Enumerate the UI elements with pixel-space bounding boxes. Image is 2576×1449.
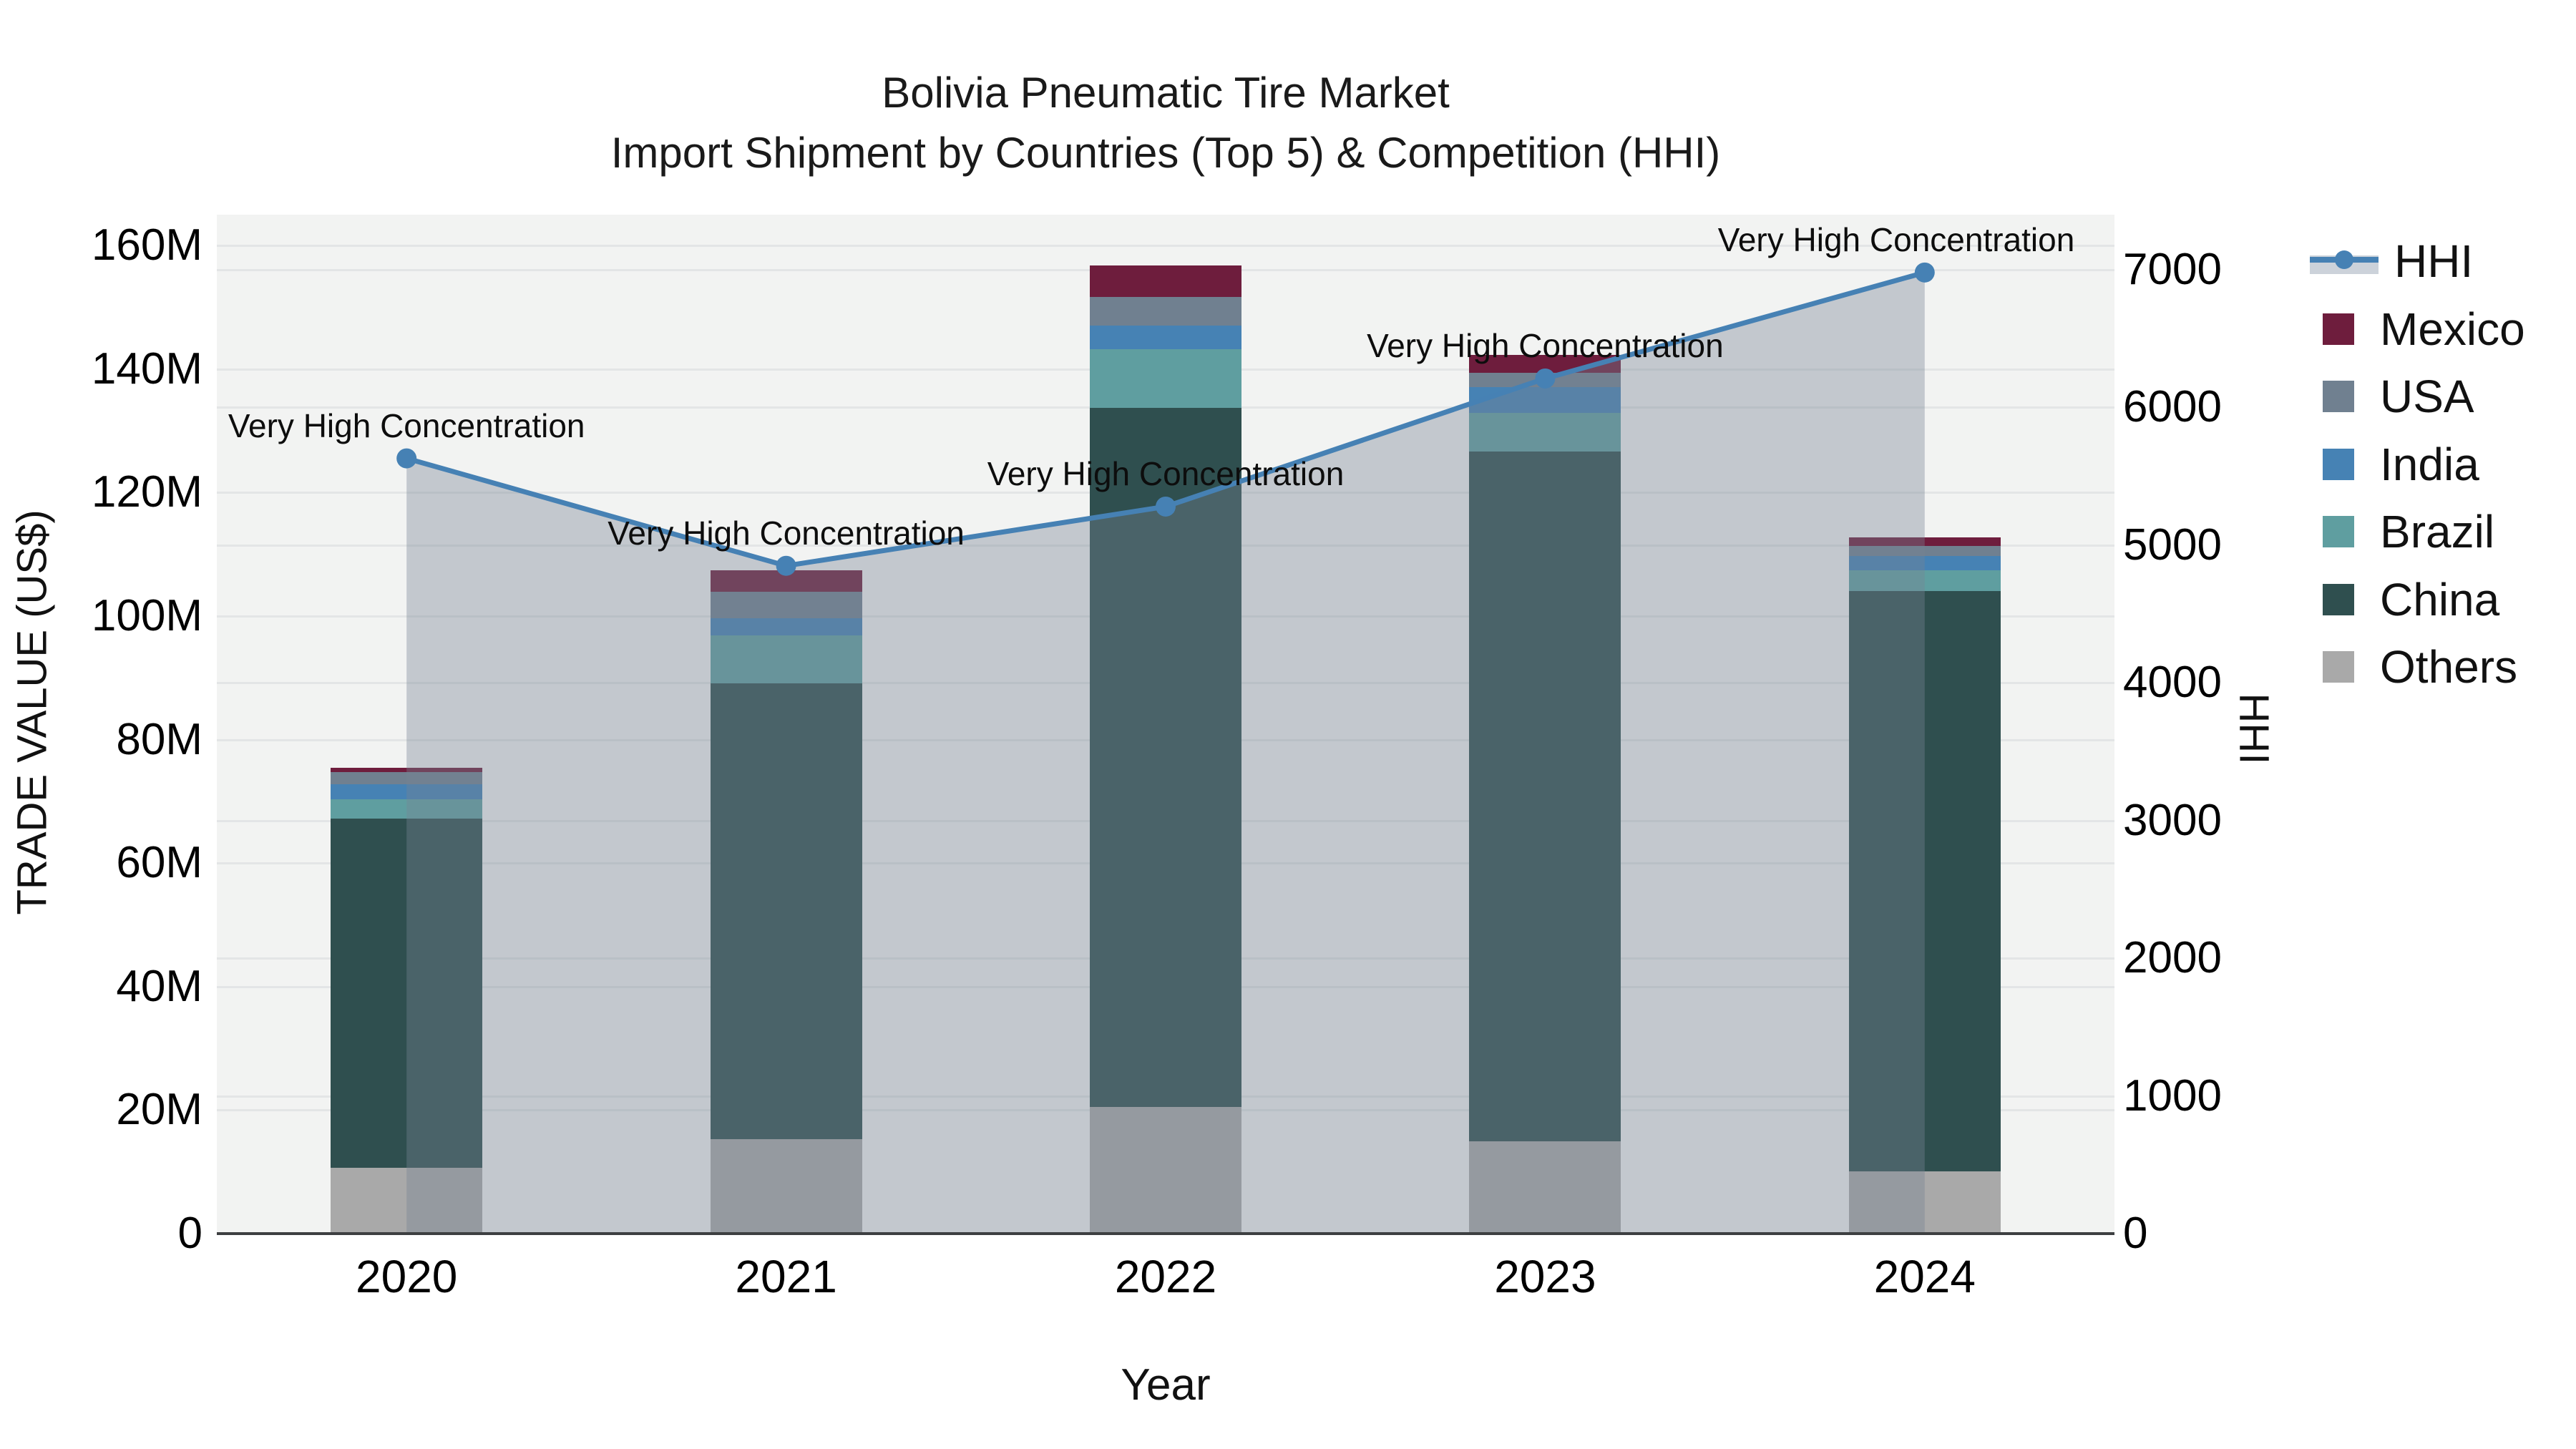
annotation-2023: Very High Concentration (1367, 326, 1724, 364)
bar-2022-china (1090, 408, 1241, 1108)
legend-item-usa: USA (2310, 371, 2474, 421)
hhi-marker-2020 (396, 448, 417, 469)
legend-label-usa: USA (2380, 371, 2474, 422)
y-left-tick-0: 0 (177, 1209, 203, 1258)
y-left-tick-60M: 60M (116, 838, 203, 888)
bar-2022-usa (1090, 296, 1241, 326)
y-left-tick-120M: 120M (91, 467, 203, 517)
y-right-tick-2000: 2000 (2123, 933, 2222, 983)
y-left-tick-80M: 80M (116, 714, 203, 764)
x-axis-title: Year (1121, 1360, 1211, 1410)
bar-2024-usa (1848, 546, 2001, 557)
y-right-tick-6000: 6000 (2123, 382, 2222, 432)
y-left-tick-140M: 140M (91, 343, 203, 394)
y-axis-title-right: HHI (2230, 693, 2278, 765)
bar-2020-others (331, 1167, 483, 1234)
hhi-marker-2023 (1535, 368, 1556, 389)
y-right-tick-3000: 3000 (2123, 795, 2222, 845)
legend-label-india: India (2380, 438, 2479, 490)
legend-swatch-brazil (2323, 516, 2354, 547)
bar-2022-mexico (1090, 265, 1241, 297)
bar-2021-others (710, 1138, 862, 1234)
y-right-tick-5000: 5000 (2123, 519, 2222, 570)
y-left-tick-40M: 40M (116, 961, 203, 1011)
bar-2024-india (1848, 556, 2001, 571)
bar-2024-china (1848, 590, 2001, 1171)
y-right-tick-4000: 4000 (2123, 658, 2222, 708)
bar-2023-china (1469, 451, 1621, 1141)
hhi-legend-sample-icon (2310, 245, 2379, 277)
legend-item-hhi: HHI (2310, 236, 2473, 286)
y-right-tick-0: 0 (2123, 1209, 2148, 1258)
y-axis-title-left: TRADE VALUE (US$) (9, 509, 56, 915)
y-left-tick-100M: 100M (91, 590, 203, 640)
x-axis-line (217, 1232, 2114, 1235)
bar-2024-others (1848, 1171, 2001, 1234)
bar-2020-india (331, 784, 483, 800)
bar-2022-brazil (1090, 349, 1241, 409)
bar-2021-brazil (710, 635, 862, 684)
legend-item-china: China (2310, 575, 2499, 625)
hhi-area-fill (406, 272, 1925, 1232)
hhi-marker-swatch (2335, 250, 2353, 269)
x-tick-2023: 2023 (1494, 1251, 1596, 1302)
annotation-2024: Very High Concentration (1717, 220, 2075, 258)
annotation-2020: Very High Concentration (228, 406, 585, 444)
annotation-2022: Very High Concentration (987, 454, 1345, 492)
bar-2021-india (710, 618, 862, 635)
legend-label-brazil: Brazil (2380, 506, 2495, 557)
legend-label-hhi: HHI (2394, 235, 2474, 287)
x-tick-2020: 2020 (356, 1251, 458, 1302)
legend-swatch-india (2323, 448, 2354, 480)
legend-item-india: India (2310, 439, 2479, 489)
bar-2020-brazil (331, 799, 483, 819)
hhi-marker-2022 (1156, 496, 1176, 517)
legend-swatch-usa (2323, 381, 2354, 412)
annotation-2021: Very High Concentration (608, 514, 965, 552)
bar-2023-brazil (1469, 413, 1621, 452)
bar-2020-usa (331, 772, 483, 784)
legend-item-mexico: Mexico (2310, 304, 2525, 354)
y-left-tick-20M: 20M (116, 1085, 203, 1135)
legend-label-others: Others (2380, 641, 2518, 693)
legend-label-mexico: Mexico (2380, 303, 2525, 355)
legend-swatch-mexico (2323, 313, 2354, 345)
chart-title-line2: Import Shipment by Countries (Top 5) & C… (610, 129, 1721, 177)
bar-2024-brazil (1848, 570, 2001, 591)
x-tick-2022: 2022 (1114, 1251, 1217, 1302)
y-left-tick-160M: 160M (91, 220, 203, 270)
hhi-marker-2024 (1914, 262, 1935, 283)
legend-item-others: Others (2310, 642, 2517, 692)
legend-swatch-china (2323, 583, 2354, 615)
bar-2020-mexico (331, 768, 483, 773)
bar-2022-others (1090, 1107, 1241, 1234)
y-right-tick-7000: 7000 (2123, 244, 2222, 294)
bar-2021-usa (710, 592, 862, 618)
bar-2023-india (1469, 386, 1621, 414)
legend-item-brazil: Brazil (2310, 507, 2494, 557)
x-tick-2021: 2021 (735, 1251, 837, 1302)
y-right-tick-1000: 1000 (2123, 1070, 2222, 1121)
bar-2022-india (1090, 326, 1241, 350)
gridline (217, 245, 2114, 248)
x-tick-2024: 2024 (1873, 1251, 1976, 1302)
bar-2020-china (331, 819, 483, 1168)
legend-swatch-others (2323, 651, 2354, 683)
legend-label-china: China (2380, 573, 2500, 625)
chart-title-line1: Bolivia Pneumatic Tire Market (882, 69, 1450, 117)
bar-2024-mexico (1848, 537, 2001, 547)
bar-2021-china (710, 683, 862, 1139)
bar-2023-others (1469, 1141, 1621, 1234)
hhi-marker-2021 (776, 555, 796, 576)
